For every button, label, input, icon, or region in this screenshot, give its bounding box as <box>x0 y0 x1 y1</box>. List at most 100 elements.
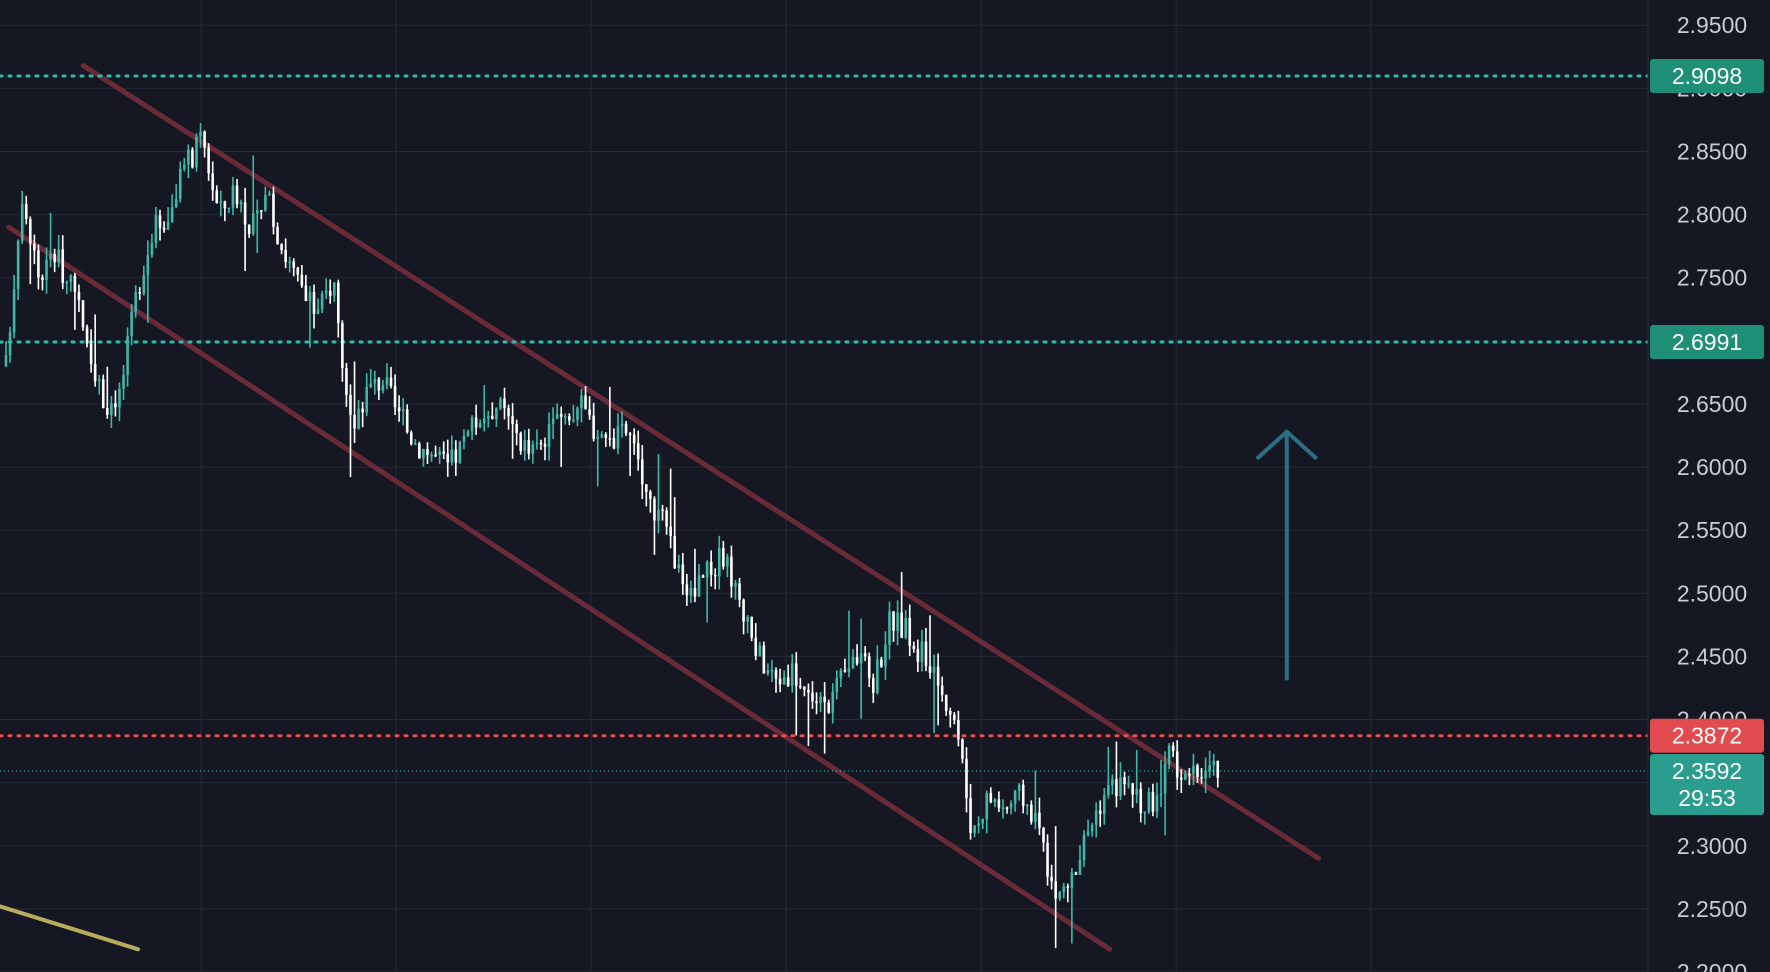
candle-body <box>1074 872 1078 875</box>
candle-body <box>1050 876 1053 882</box>
candle-body <box>81 300 85 328</box>
candle-body <box>535 442 539 445</box>
arrow-up-head[interactable] <box>1255 429 1319 461</box>
candle-body <box>462 435 466 442</box>
candle-body <box>1094 810 1098 825</box>
candle-body <box>414 443 417 445</box>
candle-body <box>807 689 810 693</box>
candle-body <box>693 588 697 597</box>
candle-body <box>418 443 421 459</box>
candle-body <box>977 823 980 826</box>
candle-body <box>649 491 652 499</box>
candle-body <box>851 657 855 668</box>
candle-body <box>555 414 559 419</box>
price-axis-label: 2.4500 <box>1677 643 1747 669</box>
candle-body <box>341 323 344 369</box>
channel-upper-line[interactable] <box>80 63 1322 861</box>
candle-body <box>495 408 498 419</box>
candle-body <box>665 510 668 527</box>
candle-body <box>705 561 709 578</box>
candle-body <box>859 653 863 664</box>
candle-body <box>823 696 826 703</box>
candle-body <box>12 289 16 333</box>
candle-body <box>320 293 324 310</box>
price-tag-label: 2.3872 <box>1672 723 1742 749</box>
candle-body <box>118 388 121 408</box>
candle-body <box>130 311 133 337</box>
candle-body <box>944 694 948 711</box>
candle-body <box>620 423 624 426</box>
candle-body <box>750 616 753 638</box>
candle-body <box>345 368 348 395</box>
candle-body <box>1135 789 1139 795</box>
candle-body <box>260 210 263 212</box>
candle-body <box>373 378 377 384</box>
candle-body <box>438 451 441 455</box>
channel-lower-line[interactable] <box>6 224 1113 952</box>
drawings-layer[interactable] <box>0 63 1650 952</box>
candle-body <box>1078 860 1082 875</box>
candle-body <box>722 547 725 567</box>
candle-body <box>89 343 93 364</box>
candle-body <box>146 255 150 276</box>
candle-body <box>1098 810 1102 814</box>
candle-body <box>559 414 563 418</box>
candle-body <box>328 290 332 296</box>
candle-body <box>85 327 89 344</box>
candle-body <box>932 666 936 673</box>
candle-body <box>41 277 44 280</box>
candle-body <box>993 799 997 803</box>
candle-body <box>312 292 316 314</box>
candle-body <box>835 677 839 692</box>
candle-body <box>430 454 433 457</box>
candle-body <box>268 193 271 195</box>
candle-body <box>997 799 1001 808</box>
candle-body <box>746 616 749 622</box>
candle-body <box>551 418 555 425</box>
candle-body <box>1139 789 1143 813</box>
candle-body <box>207 147 210 174</box>
candle-body <box>1086 831 1090 835</box>
candle-body <box>896 612 899 631</box>
candle-body <box>401 409 405 412</box>
candle-body <box>101 379 105 408</box>
candle-body <box>819 696 822 704</box>
candle-body <box>892 611 895 631</box>
candle-body <box>385 377 389 386</box>
price-axis-label: 2.7500 <box>1677 265 1747 291</box>
trendline[interactable] <box>0 904 141 952</box>
candle-body <box>255 210 259 214</box>
candle-body <box>774 669 778 679</box>
candle-body <box>843 670 847 672</box>
candle-body <box>4 355 8 367</box>
price-axis-label: 2.2000 <box>1677 959 1747 972</box>
candle-body <box>227 207 231 210</box>
candle-body <box>511 416 514 425</box>
candle-body <box>349 394 352 415</box>
candle-body <box>916 648 920 662</box>
candle-body <box>1034 812 1037 822</box>
candle-body <box>1167 745 1171 764</box>
candle-body <box>272 193 275 228</box>
price-axis-label: 2.9500 <box>1677 12 1747 38</box>
candle-body <box>178 168 182 200</box>
current-price-tag <box>1650 754 1764 816</box>
candle-body <box>871 678 875 693</box>
candle-body <box>251 213 255 235</box>
candle-body <box>754 637 758 656</box>
candle-body <box>499 398 502 409</box>
candle-body <box>276 227 279 245</box>
candle-body <box>199 131 202 137</box>
price-axis[interactable]: 2.95002.90002.85002.80002.75002.70002.65… <box>1647 0 1770 972</box>
candle-body <box>766 670 770 674</box>
candle-body <box>16 240 20 290</box>
candle-body <box>616 425 620 449</box>
candle-body <box>288 261 291 263</box>
candle-body <box>742 599 745 622</box>
candle-body <box>632 434 636 444</box>
candle-body <box>1192 765 1195 775</box>
candle-body <box>1155 795 1159 812</box>
